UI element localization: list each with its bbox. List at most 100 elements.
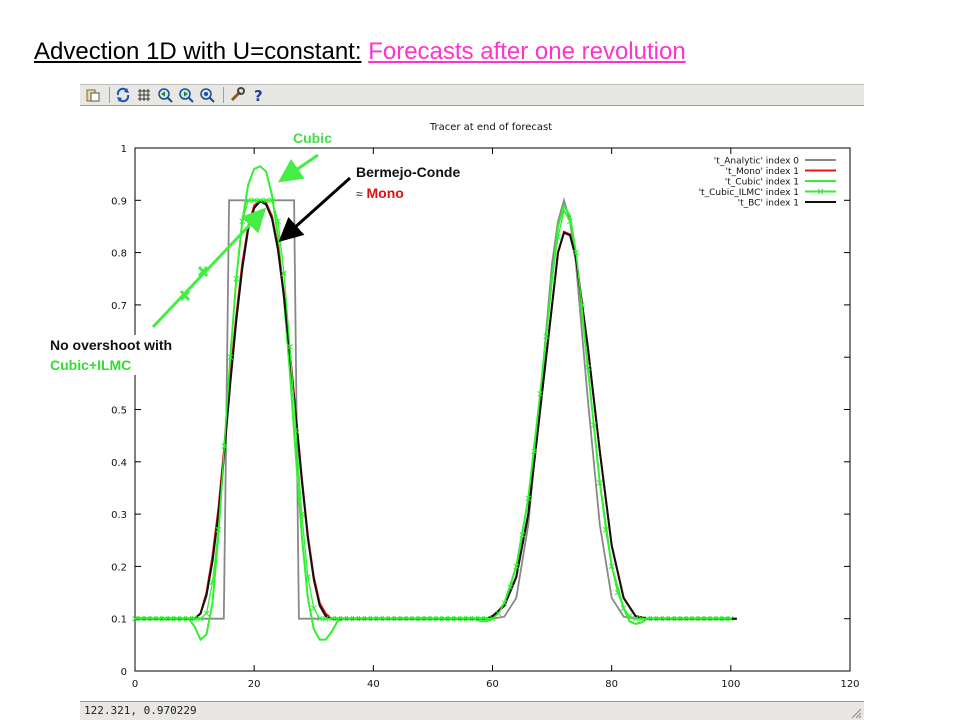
series-marker bbox=[203, 610, 210, 617]
series-marker bbox=[632, 615, 639, 622]
series-marker bbox=[161, 615, 168, 622]
series-marker bbox=[245, 197, 252, 204]
y-tick-label: 0.1 bbox=[111, 615, 127, 626]
series-marker bbox=[227, 354, 234, 361]
series-marker bbox=[727, 615, 734, 622]
series-marker bbox=[662, 615, 669, 622]
series-marker bbox=[680, 615, 687, 622]
series-marker bbox=[525, 495, 532, 502]
gnuplot-window: ? 02040608010012000.10.20.30.40.50.60.70… bbox=[80, 84, 864, 720]
series-marker bbox=[150, 615, 156, 622]
series-marker bbox=[346, 615, 353, 622]
legend-entry-label: 't_Analytic' index 0 bbox=[714, 157, 800, 167]
series-marker bbox=[376, 615, 383, 622]
zoom-back-icon[interactable] bbox=[156, 86, 174, 104]
replot-icon[interactable] bbox=[114, 86, 132, 104]
x-tick-label: 40 bbox=[367, 679, 380, 690]
series-marker bbox=[269, 197, 275, 204]
help-icon[interactable]: ? bbox=[249, 86, 267, 104]
series-marker bbox=[215, 526, 222, 533]
series-marker bbox=[608, 563, 615, 570]
y-tick-label: 0.4 bbox=[111, 458, 127, 469]
y-tick-label: 0.5 bbox=[111, 406, 127, 417]
series-marker bbox=[519, 532, 526, 538]
chart-title: Tracer at end of forecast bbox=[429, 122, 552, 133]
y-tick-label: 0.8 bbox=[111, 249, 127, 260]
x-tick-label: 20 bbox=[248, 679, 261, 690]
series-marker bbox=[513, 563, 520, 570]
series-marker bbox=[590, 422, 597, 429]
status-bar: 122.321, 0.970229 bbox=[80, 701, 864, 720]
legend-entry-label: 't_BC' index 1 bbox=[738, 199, 799, 209]
series-marker bbox=[507, 584, 514, 591]
series-marker bbox=[620, 605, 627, 612]
series-marker bbox=[650, 615, 657, 622]
plot-canvas: 02040608010012000.10.20.30.40.50.60.70.8… bbox=[111, 122, 859, 690]
series-marker bbox=[322, 615, 329, 622]
series-marker bbox=[549, 275, 555, 282]
series-marker bbox=[465, 615, 472, 622]
series-marker bbox=[483, 615, 490, 622]
y-tick-label: 1 bbox=[121, 144, 127, 155]
annotation-bc-label: Bermejo-Conde bbox=[356, 164, 461, 180]
legend-entry-marker bbox=[817, 188, 824, 195]
series-marker bbox=[459, 615, 466, 622]
series-marker bbox=[501, 600, 508, 606]
series-marker bbox=[179, 615, 186, 622]
plot-area[interactable]: 02040608010012000.10.20.30.40.50.60.70.8… bbox=[80, 106, 864, 700]
grid-icon[interactable] bbox=[135, 86, 153, 104]
series-marker bbox=[656, 615, 663, 622]
series-marker bbox=[584, 364, 591, 371]
series-marker bbox=[263, 197, 269, 204]
series-marker bbox=[418, 615, 424, 622]
y-tick-label: 0.7 bbox=[111, 301, 127, 312]
series-marker bbox=[173, 615, 180, 622]
slide-title-sub: Forecasts after one revolution bbox=[368, 38, 686, 65]
y-tick-label: 0.2 bbox=[111, 562, 127, 573]
series-marker bbox=[477, 615, 484, 622]
y-tick-label: 0.3 bbox=[111, 510, 127, 521]
series-marker bbox=[626, 613, 633, 619]
series-marker bbox=[209, 579, 216, 585]
legend-entry-label: 't_Cubic_ILMC' index 1 bbox=[699, 188, 799, 198]
series-marker bbox=[716, 615, 722, 622]
series-marker bbox=[364, 615, 371, 622]
zoom-forward-icon[interactable] bbox=[177, 86, 195, 104]
series-marker bbox=[197, 615, 204, 622]
series-marker bbox=[489, 615, 496, 622]
approx-symbol: ≈ bbox=[356, 187, 363, 201]
series-marker bbox=[352, 615, 359, 622]
config-icon[interactable] bbox=[228, 86, 246, 104]
cursor-coordinates: 122.321, 0.970229 bbox=[84, 704, 197, 717]
series-marker bbox=[144, 615, 150, 622]
series-marker bbox=[561, 207, 567, 214]
series-marker bbox=[340, 615, 347, 622]
series-marker bbox=[257, 197, 263, 204]
series-line-0 bbox=[135, 197, 737, 620]
series-marker bbox=[543, 333, 549, 340]
resize-grip-icon[interactable] bbox=[850, 707, 862, 719]
series-marker bbox=[430, 615, 436, 622]
legend-entry-label: 't_Mono' index 1 bbox=[725, 167, 799, 177]
series-marker bbox=[537, 390, 544, 397]
annotation-mono-label: Mono bbox=[366, 185, 404, 201]
y-tick-label: 0.9 bbox=[111, 196, 127, 207]
series-marker bbox=[614, 589, 621, 596]
copy-to-clipboard-icon[interactable] bbox=[84, 86, 102, 104]
series-marker bbox=[567, 218, 573, 225]
series-marker bbox=[185, 615, 192, 622]
series-marker bbox=[412, 615, 418, 622]
series-marker bbox=[436, 615, 442, 622]
series-marker bbox=[281, 270, 287, 277]
series-marker bbox=[304, 574, 311, 580]
series-marker bbox=[596, 479, 603, 486]
series-marker bbox=[388, 615, 395, 622]
series-marker bbox=[441, 615, 448, 622]
series-marker bbox=[406, 615, 412, 622]
series-marker bbox=[382, 615, 389, 622]
series-marker bbox=[394, 615, 401, 622]
y-tick-label: 0 bbox=[121, 667, 127, 678]
series-marker bbox=[573, 249, 579, 256]
autoscale-icon[interactable] bbox=[198, 86, 216, 104]
series-marker bbox=[316, 615, 323, 622]
